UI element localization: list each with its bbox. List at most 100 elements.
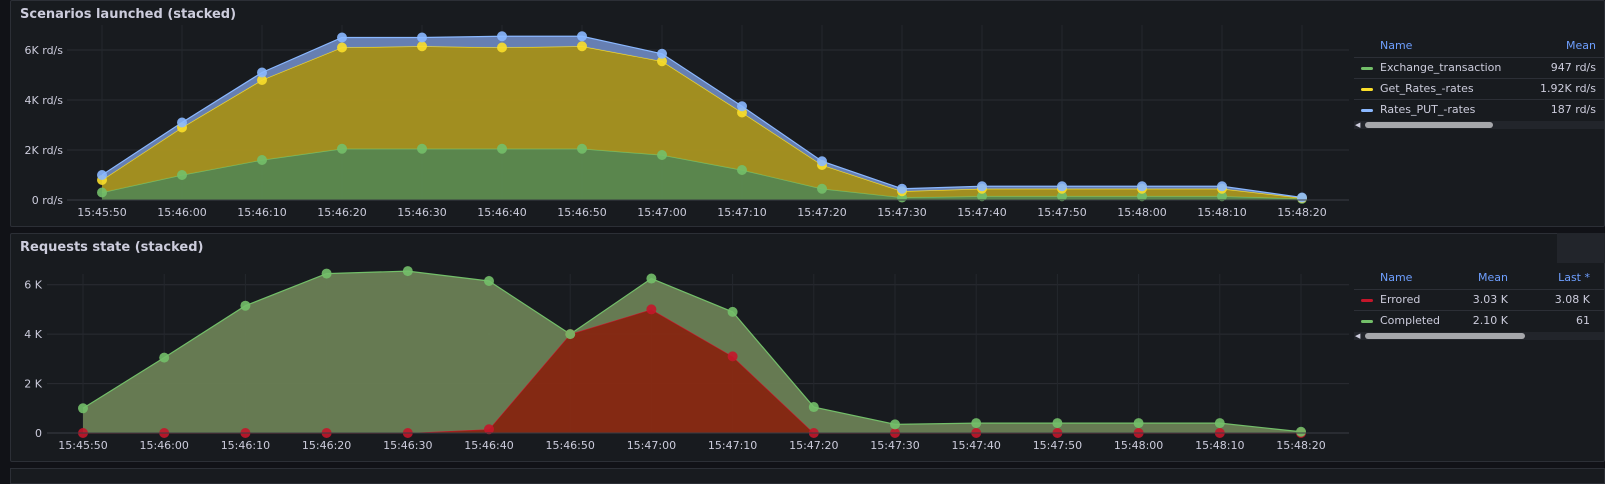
x-tick-label: 15:47:50 bbox=[1033, 439, 1082, 452]
data-point bbox=[657, 48, 667, 59]
data-point bbox=[897, 183, 907, 194]
legend-swatch bbox=[1361, 109, 1373, 112]
x-tick-label: 15:46:20 bbox=[317, 206, 366, 219]
scrollbar-thumb[interactable] bbox=[1365, 122, 1493, 128]
x-tick-label: 15:47:30 bbox=[877, 206, 926, 219]
data-point bbox=[646, 273, 657, 284]
y-tick-label: 2K rd/s bbox=[25, 144, 64, 157]
legend-scrollbar[interactable]: ◀ bbox=[1354, 332, 1604, 340]
legend-header-name[interactable]: Name bbox=[1380, 39, 1413, 52]
data-point bbox=[177, 170, 187, 180]
data-point bbox=[977, 181, 987, 192]
data-point bbox=[817, 156, 827, 167]
data-point bbox=[1133, 418, 1144, 429]
legend-swatch bbox=[1361, 88, 1373, 91]
series-area bbox=[102, 148, 1302, 200]
legend-item[interactable]: Get_Rates_-rates 1.92K rd/s bbox=[1354, 78, 1604, 99]
data-point bbox=[657, 150, 667, 160]
data-point bbox=[1052, 418, 1063, 429]
x-tick-label: 15:48:10 bbox=[1197, 206, 1246, 219]
data-point bbox=[497, 31, 507, 42]
series-area bbox=[83, 271, 1301, 433]
legend-value: 3.03 K bbox=[1472, 293, 1508, 306]
legend-header-name[interactable]: Name bbox=[1380, 271, 1413, 284]
x-tick-label: 15:45:50 bbox=[58, 439, 107, 452]
data-point bbox=[890, 419, 900, 430]
y-tick-label: 6 K bbox=[24, 279, 42, 292]
legend-series-name: Get_Rates_-rates bbox=[1380, 82, 1474, 95]
x-tick-label: 15:46:20 bbox=[302, 439, 351, 452]
data-point bbox=[727, 306, 738, 317]
legend-item[interactable]: Rates_PUT_-rates 187 rd/s bbox=[1354, 99, 1604, 120]
x-tick-label: 15:45:50 bbox=[77, 206, 126, 219]
data-point bbox=[1137, 191, 1147, 202]
legend-value: 947 rd/s bbox=[1550, 61, 1596, 74]
panel-menu-tab[interactable] bbox=[1557, 233, 1605, 263]
data-point bbox=[417, 41, 427, 52]
data-point bbox=[727, 351, 738, 362]
legend-header-mean[interactable]: Mean bbox=[1566, 39, 1596, 52]
x-tick-label: 15:47:30 bbox=[870, 439, 919, 452]
y-tick-label: 2 K bbox=[24, 378, 42, 391]
data-point bbox=[159, 352, 170, 363]
data-point bbox=[257, 67, 267, 78]
legend-value: 1.92K rd/s bbox=[1540, 82, 1596, 95]
legend-header-last[interactable]: Last * bbox=[1558, 271, 1590, 284]
data-point bbox=[737, 101, 747, 112]
x-tick-label: 15:46:40 bbox=[477, 206, 526, 219]
x-tick-label: 15:48:00 bbox=[1117, 206, 1166, 219]
legend-series-name: Completed bbox=[1380, 314, 1440, 327]
x-tick-label: 15:46:00 bbox=[139, 439, 188, 452]
data-point bbox=[577, 41, 587, 52]
x-tick-label: 15:46:30 bbox=[383, 439, 432, 452]
data-point bbox=[97, 170, 107, 180]
x-tick-label: 15:48:20 bbox=[1277, 206, 1326, 219]
x-tick-label: 15:47:10 bbox=[708, 439, 757, 452]
chart-requests-state: 0 2 K 4 K 6 K 15:45:50 15:46:00 15:46:10 15:46:… bbox=[24, 266, 1349, 452]
legend-swatch bbox=[1361, 299, 1373, 302]
data-point bbox=[1214, 418, 1225, 429]
data-point bbox=[577, 143, 587, 154]
data-point bbox=[497, 143, 507, 154]
x-tick-label: 15:46:00 bbox=[157, 206, 206, 219]
legend: Name Mean Exchange_transaction 947 rd/s Ge… bbox=[1354, 37, 1604, 137]
legend-value: 187 rd/s bbox=[1550, 103, 1596, 116]
legend-swatch bbox=[1361, 320, 1373, 323]
x-tick-label: 15:46:50 bbox=[557, 206, 606, 219]
scrollbar-thumb[interactable] bbox=[1365, 333, 1525, 339]
data-point bbox=[417, 143, 427, 154]
panel-scenarios-launched: Scenarios launched (stacked) 0 rd/s 2K rd… bbox=[10, 0, 1605, 227]
next-panel-edge bbox=[10, 468, 1605, 484]
panel-title[interactable]: Scenarios launched (stacked) bbox=[20, 7, 237, 22]
data-point bbox=[78, 403, 88, 414]
data-point bbox=[808, 402, 819, 413]
data-point bbox=[97, 187, 107, 198]
x-tick-label: 15:46:40 bbox=[464, 439, 513, 452]
chart-scenarios-launched: 0 rd/s 2K rd/s 4K rd/s 6K rd/s 15:45:50 15:46… bbox=[25, 25, 1349, 219]
data-point bbox=[257, 75, 267, 85]
panel-title[interactable]: Requests state (stacked) bbox=[20, 240, 204, 255]
legend-value: 61 bbox=[1576, 314, 1590, 327]
legend-series-name: Exchange_transaction bbox=[1380, 61, 1502, 74]
x-tick-label: 15:46:30 bbox=[397, 206, 446, 219]
legend-value: 2.10 K bbox=[1472, 314, 1508, 327]
data-point bbox=[417, 32, 427, 43]
scroll-left-icon[interactable]: ◀ bbox=[1355, 332, 1361, 340]
legend-item[interactable]: Errored 3.03 K 3.08 K bbox=[1354, 289, 1604, 310]
legend-scrollbar[interactable]: ◀ bbox=[1354, 121, 1604, 129]
data-point bbox=[565, 329, 576, 340]
data-point bbox=[646, 304, 657, 315]
legend-item[interactable]: Exchange_transaction 947 rd/s bbox=[1354, 57, 1604, 78]
data-point bbox=[484, 276, 494, 287]
panel-requests-state: Requests state (stacked) 0 2 K 4 K 6 K 15:45… bbox=[10, 233, 1605, 462]
x-tick-label: 15:47:10 bbox=[717, 206, 766, 219]
legend-item[interactable]: Completed 2.10 K 61 bbox=[1354, 310, 1604, 331]
legend-header-mean[interactable]: Mean bbox=[1478, 271, 1508, 284]
legend-series-name: Rates_PUT_-rates bbox=[1380, 103, 1476, 116]
scroll-left-icon[interactable]: ◀ bbox=[1355, 121, 1361, 129]
data-point bbox=[484, 424, 494, 435]
x-tick-label: 15:47:20 bbox=[797, 206, 846, 219]
y-tick-label: 0 bbox=[35, 427, 42, 440]
data-point bbox=[402, 266, 413, 277]
x-tick-label: 15:47:40 bbox=[957, 206, 1006, 219]
